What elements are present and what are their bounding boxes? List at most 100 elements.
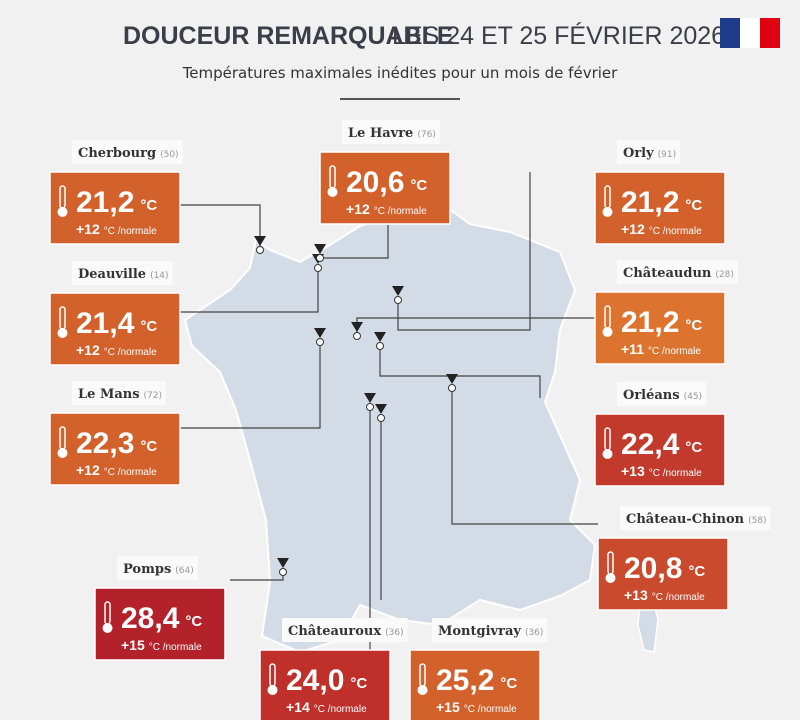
marker [392,286,404,296]
station: Le Mans (72) 22,3 °C +12 °C /normale [49,381,181,486]
marker [254,236,266,246]
marker-dot [366,403,374,411]
station-dept: (36) [525,628,543,638]
connector [180,268,319,313]
temp-box [319,151,451,225]
marker-dot [314,264,322,272]
marker [364,393,376,403]
anomaly-line: +14 °C /normale [286,699,367,715]
temp-unit: °C [185,613,202,630]
anomaly-value: +14 [286,699,310,715]
thermo-bulb [417,685,428,695]
temp-value: 28,4 [121,602,180,635]
thermo-bulb [327,187,338,197]
anomaly-suffix: °C /normale [104,226,157,237]
station-label: Châteaudun (28) [623,266,734,281]
temp-line: 22,4 °C [621,428,702,461]
thermo-bulb [57,328,68,338]
temp-value: 24,0 [286,664,344,697]
anomaly-value: +12 [76,221,100,237]
subtitle: Températures maximales inédites pour un … [182,64,618,82]
station-dept: (76) [417,130,435,140]
temp-unit: °C [685,317,702,334]
title: DOUCEUR REMARQUABLE [123,22,454,50]
station-name: Orléans [623,388,680,403]
marker-dot [279,568,287,576]
marker [351,322,363,332]
thermo-bulb [602,327,613,337]
station: Château-Chinon (58) 20,8 °C +13 °C /normale [597,506,771,611]
anomaly-line: +15 °C /normale [121,637,202,653]
anomaly-suffix: °C /normale [149,642,202,653]
station: Cherbourg (50) 21,2 °C +12 °C /normale [49,140,183,245]
station-label: Pomps (64) [123,562,194,577]
thermo-bulb [57,448,68,458]
thermo-bulb [602,449,613,459]
temp-value: 20,8 [624,552,682,585]
marker [375,404,387,414]
anomaly-line: +13 °C /normale [621,463,702,479]
temp-box [49,412,181,486]
anomaly-value: +13 [624,587,648,603]
temp-line: 28,4 °C [121,602,202,635]
anomaly-line: +12 °C /normale [76,462,157,478]
anomaly-value: +12 [346,201,370,217]
thermo-bulb [102,623,113,633]
temp-box [49,171,181,245]
anomaly-line: +12 °C /normale [621,221,702,237]
station-dept: (45) [684,392,702,402]
anomaly-value: +15 [436,699,460,715]
station: Orly (91) 21,2 °C +12 °C /normale [594,140,726,245]
temp-line: 21,4 °C [76,307,157,340]
station-label: Montgivray (36) [438,624,543,639]
connector [320,225,389,259]
date: LES 24 ET 25 FÉVRIER 2026 [392,21,725,50]
thermo-bulb [267,685,278,695]
label-tab [617,140,681,164]
station-label: Le Mans (72) [78,387,162,402]
temp-line: 20,8 °C [624,552,705,585]
label-tab [620,506,771,530]
station-dept: (28) [715,270,733,280]
station-label: Châteauroux (36) [288,624,404,639]
marker [314,328,326,338]
anomaly-value: +15 [121,637,145,653]
temp-line: 21,2 °C [621,306,702,339]
label-tab [342,120,440,144]
anomaly-line: +15 °C /normale [436,699,517,715]
anomaly-suffix: °C /normale [374,206,427,217]
anomaly-line: +12 °C /normale [346,201,427,217]
anomaly-value: +13 [621,463,645,479]
temp-line: 21,2 °C [621,186,702,219]
temp-unit: °C [410,177,427,194]
station: Châteaudun (28) 21,2 °C +11 °C /normale [594,260,738,365]
temp-unit: °C [685,197,702,214]
temp-unit: °C [140,438,157,455]
station-label: Deauville (14) [78,267,169,282]
station-dept: (14) [150,271,168,281]
label-tab [617,382,707,406]
anomaly-value: +11 [621,341,644,357]
logo [720,18,780,48]
station-name: Le Havre [348,126,413,141]
station-name: Châteauroux [288,624,381,639]
anomaly-line: +12 °C /normale [76,221,157,237]
connector [180,342,321,429]
temp-unit: °C [140,197,157,214]
station: Pomps (64) 28,4 °C +15 °C /normale [94,556,226,661]
station-label: Orléans (45) [623,388,702,403]
temp-box [259,649,391,720]
marker-dot [316,338,324,346]
label-tab [617,260,738,284]
temp-value: 22,4 [621,428,680,461]
marker-dot [377,414,385,422]
station: Orléans (45) 22,4 °C +13 °C /normale [594,382,726,487]
station-dept: (50) [160,150,178,160]
temp-line: 21,2 °C [76,186,157,219]
anomaly-suffix: °C /normale [648,346,701,357]
label-tab [72,261,173,285]
temp-value: 21,2 [621,186,679,219]
temp-unit: °C [685,439,702,456]
station-dept: (91) [658,150,676,160]
station-name: Cherbourg [78,146,156,161]
